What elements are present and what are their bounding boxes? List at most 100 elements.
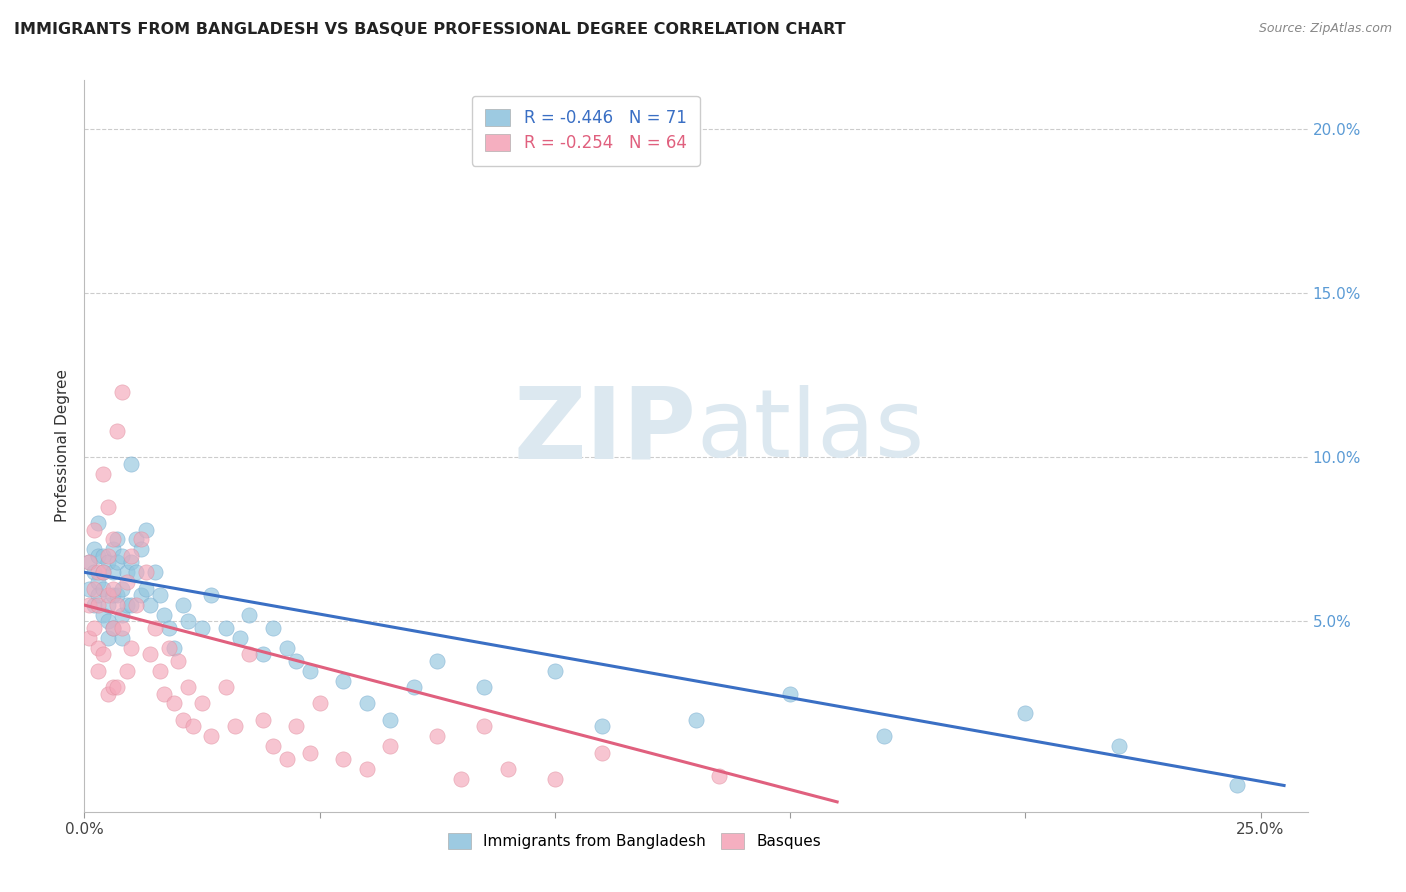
Point	[91, 566, 114, 580]
Point	[252, 647, 274, 661]
Point	[332, 673, 354, 688]
Point	[496, 762, 519, 776]
Y-axis label: Professional Degree: Professional Degree	[55, 369, 70, 523]
Point	[544, 772, 567, 786]
Point	[200, 729, 222, 743]
Point	[129, 588, 152, 602]
Point	[101, 566, 124, 580]
Point	[105, 533, 128, 547]
Point	[262, 739, 284, 753]
Point	[276, 752, 298, 766]
Point	[83, 582, 105, 596]
Point	[450, 772, 472, 786]
Text: Source: ZipAtlas.com: Source: ZipAtlas.com	[1258, 22, 1392, 36]
Point	[143, 621, 166, 635]
Point	[115, 598, 138, 612]
Point	[125, 533, 148, 547]
Point	[105, 424, 128, 438]
Point	[87, 516, 110, 530]
Point	[87, 575, 110, 590]
Point	[356, 762, 378, 776]
Point	[115, 566, 138, 580]
Point	[97, 631, 120, 645]
Point	[83, 598, 105, 612]
Point	[111, 621, 134, 635]
Point	[97, 588, 120, 602]
Point	[125, 566, 148, 580]
Point	[238, 607, 260, 622]
Text: ZIP: ZIP	[513, 383, 696, 480]
Point	[380, 713, 402, 727]
Point	[591, 746, 613, 760]
Point	[1226, 779, 1249, 793]
Point	[91, 566, 114, 580]
Point	[91, 549, 114, 563]
Point	[101, 542, 124, 557]
Point	[91, 647, 114, 661]
Point	[105, 680, 128, 694]
Point	[709, 769, 731, 783]
Point	[163, 640, 186, 655]
Point	[87, 566, 110, 580]
Point	[111, 607, 134, 622]
Point	[87, 588, 110, 602]
Point	[191, 621, 214, 635]
Point	[332, 752, 354, 766]
Text: IMMIGRANTS FROM BANGLADESH VS BASQUE PROFESSIONAL DEGREE CORRELATION CHART: IMMIGRANTS FROM BANGLADESH VS BASQUE PRO…	[14, 22, 845, 37]
Point	[149, 588, 172, 602]
Point	[120, 598, 142, 612]
Point	[129, 533, 152, 547]
Point	[252, 713, 274, 727]
Point	[115, 664, 138, 678]
Point	[380, 739, 402, 753]
Point	[77, 556, 100, 570]
Point	[224, 719, 246, 733]
Point	[149, 664, 172, 678]
Point	[163, 697, 186, 711]
Point	[299, 664, 322, 678]
Point	[87, 549, 110, 563]
Point	[177, 615, 200, 629]
Point	[139, 598, 162, 612]
Point	[135, 523, 157, 537]
Point	[105, 598, 128, 612]
Point	[157, 621, 180, 635]
Point	[97, 598, 120, 612]
Point	[83, 542, 105, 557]
Point	[214, 680, 236, 694]
Point	[177, 680, 200, 694]
Point	[83, 621, 105, 635]
Point	[191, 697, 214, 711]
Point	[97, 500, 120, 514]
Point	[591, 719, 613, 733]
Point	[544, 664, 567, 678]
Point	[285, 654, 308, 668]
Point	[105, 588, 128, 602]
Point	[77, 631, 100, 645]
Point	[83, 566, 105, 580]
Point	[285, 719, 308, 733]
Point	[101, 582, 124, 596]
Point	[308, 697, 330, 711]
Point	[77, 598, 100, 612]
Point	[120, 549, 142, 563]
Point	[228, 631, 250, 645]
Point	[101, 621, 124, 635]
Point	[77, 582, 100, 596]
Point	[120, 457, 142, 471]
Point	[873, 729, 896, 743]
Point	[111, 549, 134, 563]
Point	[91, 582, 114, 596]
Point	[97, 615, 120, 629]
Point	[1108, 739, 1130, 753]
Point	[105, 556, 128, 570]
Point	[97, 687, 120, 701]
Point	[111, 582, 134, 596]
Point	[139, 647, 162, 661]
Point	[167, 654, 190, 668]
Point	[472, 719, 495, 733]
Point	[87, 598, 110, 612]
Point	[101, 621, 124, 635]
Point	[91, 607, 114, 622]
Point	[238, 647, 260, 661]
